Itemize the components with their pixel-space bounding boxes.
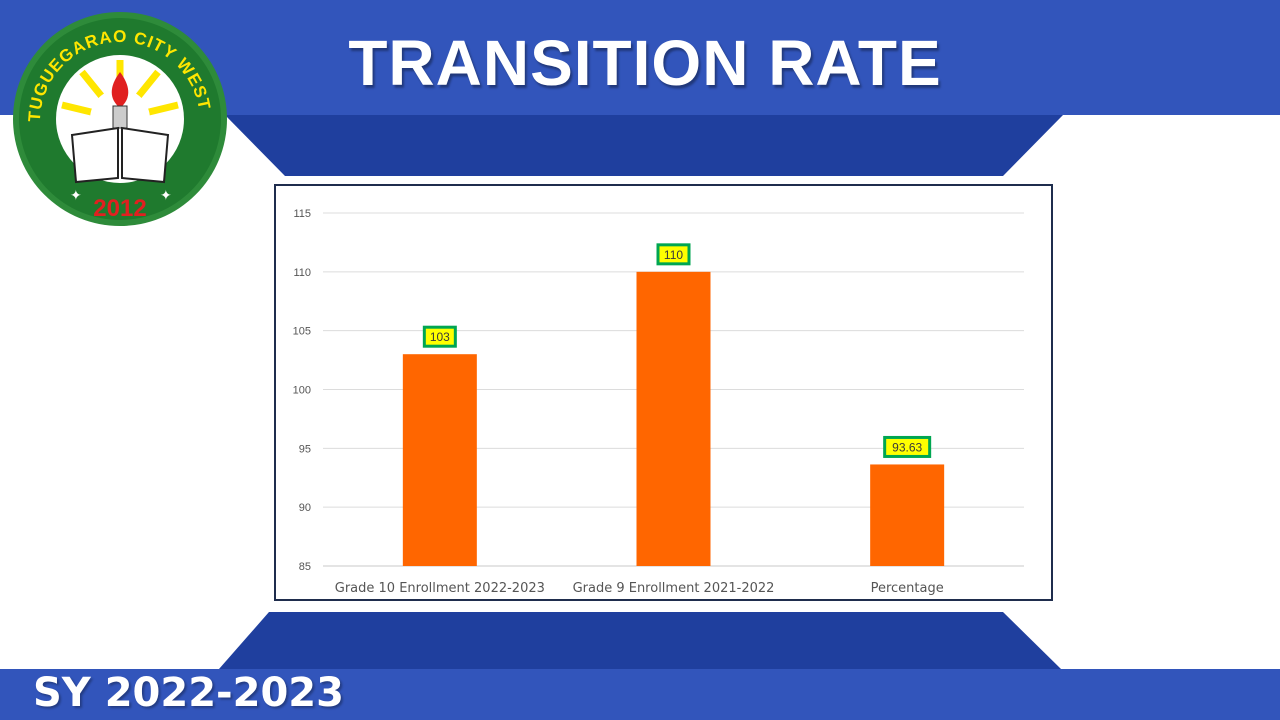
y-tick-label: 110 [293,267,311,279]
bar [870,464,945,566]
data-label: 93.63 [892,440,922,454]
y-tick-label: 95 [299,443,311,455]
data-label-box [656,243,691,266]
footer-band [0,669,1280,720]
data-label-box [883,435,932,458]
bar [402,354,477,566]
y-tick-label: 115 [293,208,311,220]
x-category-label: Grade 9 Enrollment 2021-2022 [573,581,775,596]
data-label: 110 [664,248,683,262]
school-seal-icon: TUGUEGARAO CITY WEST HIGH SCHOOL ✦ ✦ 201… [10,10,227,226]
y-tick-label: 100 [293,385,311,397]
x-category-label: Grade 10 Enrollment 2022-2023 [335,581,545,596]
school-year-label: SY 2022-2023 [33,670,344,716]
data-label-box [422,325,457,348]
data-label: 103 [430,330,450,344]
y-tick-label: 105 [293,326,311,338]
header-trapezoid [225,115,1063,176]
x-category-label: Percentage [871,581,944,596]
y-tick-label: 85 [299,561,311,573]
footer-trapezoid [219,612,1061,669]
logo-year: 2012 [93,195,146,222]
svg-text:✦: ✦ [160,187,172,203]
bar [636,271,711,566]
svg-text:✦: ✦ [70,187,82,203]
page-title: TRANSITION RATE [348,27,942,99]
y-tick-label: 90 [299,502,311,514]
bar-chart: 85 90 95 100 105 110 115 103 Grade 10 Enrollment… [293,208,1024,596]
chart-frame: 85 90 95 100 105 110 115 103 Grade 10 Enrollment… [274,184,1053,601]
